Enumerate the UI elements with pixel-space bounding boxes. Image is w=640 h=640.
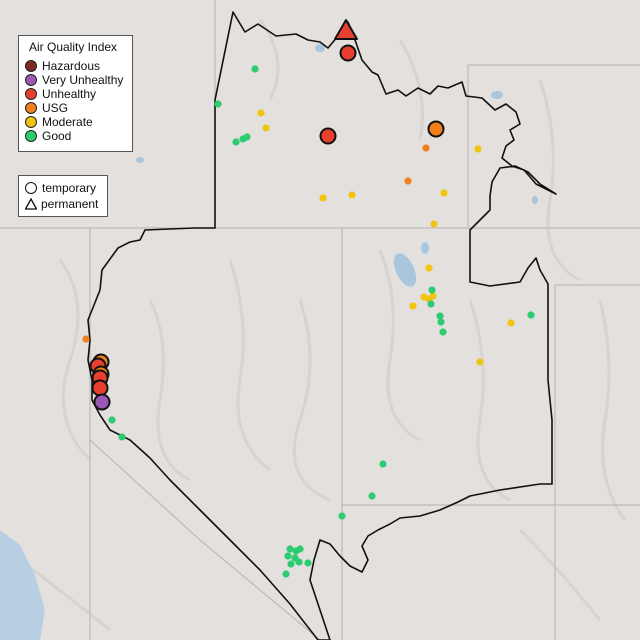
monitor-dot[interactable] <box>284 552 292 560</box>
circle-icon <box>25 182 37 194</box>
monitor-dot[interactable] <box>428 286 436 294</box>
monitor-dot[interactable] <box>409 302 417 310</box>
ocean <box>0 530 45 640</box>
legend-swatch <box>25 74 37 86</box>
triangle-icon <box>25 198 37 210</box>
monitor-dot[interactable] <box>439 328 447 336</box>
legend-item-hazardous: Hazardous <box>25 59 100 73</box>
monitor-dot[interactable] <box>348 191 356 199</box>
legend-label: Hazardous <box>42 59 101 73</box>
monitor-dot[interactable] <box>262 124 270 132</box>
monitor-dot[interactable] <box>214 100 222 108</box>
monitor-dot[interactable] <box>527 311 535 319</box>
monitor-dot[interactable] <box>437 318 445 326</box>
monitor-circle-unhealthy[interactable] <box>91 379 109 397</box>
legend-label: temporary <box>42 181 97 195</box>
monitor-dot[interactable] <box>118 433 126 441</box>
monitor-dot[interactable] <box>430 220 438 228</box>
small-monitors <box>82 65 535 578</box>
monitor-dot[interactable] <box>286 545 294 553</box>
monitor-circle-unhealthy[interactable] <box>319 127 337 145</box>
legend-item-good: Good <box>25 129 71 143</box>
legend-item-temporary: temporary <box>25 181 96 195</box>
legend-item-usg: USG <box>25 101 68 115</box>
monitor-triangle-unhealthy[interactable] <box>334 19 358 40</box>
monitor-dot[interactable] <box>440 189 448 197</box>
monitor-dot[interactable] <box>429 292 437 300</box>
legend-label: Very Unhealthy <box>42 73 124 87</box>
legend-item-unhealthy: Unhealthy <box>25 87 96 101</box>
legend-item-very-unhealthy: Very Unhealthy <box>25 73 123 87</box>
monitor-circle-very-unhealthy[interactable] <box>93 393 111 411</box>
monitor-dot[interactable] <box>296 545 304 553</box>
monitor-dot[interactable] <box>422 144 430 152</box>
monitor-dot[interactable] <box>368 492 376 500</box>
legend-label: permanent <box>41 197 99 211</box>
legend-label: Moderate <box>42 115 93 129</box>
legend-swatch <box>25 60 37 72</box>
aqi-legend: Air Quality Index Hazardous Very Unhealt… <box>18 35 133 152</box>
monitor-dot[interactable] <box>425 264 433 272</box>
legend-swatch <box>25 102 37 114</box>
monitor-dot[interactable] <box>319 194 327 202</box>
monitor-dot[interactable] <box>232 138 240 146</box>
monitor-circle-usg[interactable] <box>427 120 445 138</box>
legend-item-permanent: permanent <box>25 197 98 211</box>
monitor-dot[interactable] <box>295 558 303 566</box>
legend-label: USG <box>42 101 69 115</box>
monitor-dot[interactable] <box>476 358 484 366</box>
monitor-dot[interactable] <box>474 145 482 153</box>
monitor-circle-unhealthy[interactable] <box>339 44 357 62</box>
legend-swatch <box>25 116 37 128</box>
monitor-dot[interactable] <box>282 570 290 578</box>
monitor-dot[interactable] <box>507 319 515 327</box>
monitor-dot[interactable] <box>251 65 259 73</box>
monitor-dot[interactable] <box>287 560 295 568</box>
monitor-dot[interactable] <box>304 559 312 567</box>
legend-swatch <box>25 130 37 142</box>
legend-item-moderate: Moderate <box>25 115 93 129</box>
monitor-dot[interactable] <box>82 335 90 343</box>
monitor-dot[interactable] <box>243 133 251 141</box>
large-monitors <box>89 19 445 411</box>
legend-title: Air Quality Index <box>29 40 118 54</box>
monitor-dot[interactable] <box>338 512 346 520</box>
monitor-dot[interactable] <box>379 460 387 468</box>
monitor-dot[interactable] <box>108 416 116 424</box>
monitor-dot[interactable] <box>436 312 444 320</box>
legend-label: Unhealthy <box>42 87 97 101</box>
terrain-shading <box>19 19 627 632</box>
monitor-dot[interactable] <box>427 300 435 308</box>
monitor-dot[interactable] <box>404 177 412 185</box>
monitor-dot[interactable] <box>257 109 265 117</box>
legend-swatch <box>25 88 37 100</box>
legend-label: Good <box>42 129 72 143</box>
monitor-type-legend: temporary permanent <box>18 175 108 217</box>
region-boundary <box>87 11 557 640</box>
